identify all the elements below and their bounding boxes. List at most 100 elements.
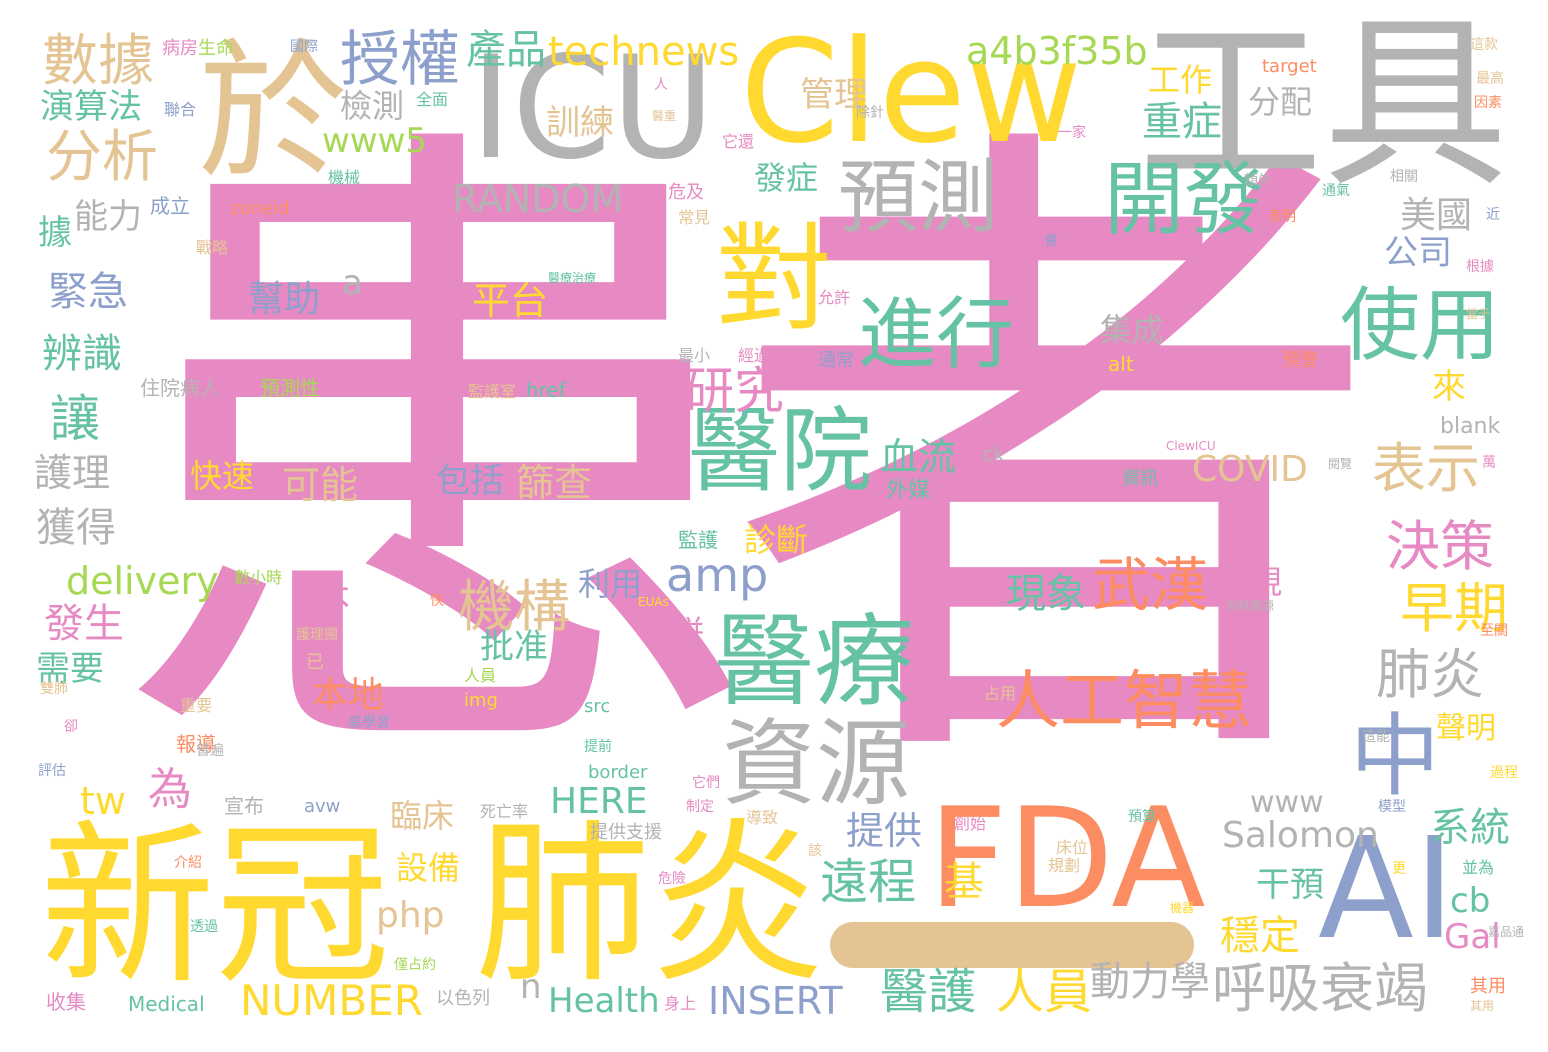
word-85: 利用 — [578, 565, 643, 603]
word-144: 最小 — [678, 346, 711, 365]
word-152: 占用 — [984, 684, 1017, 703]
word-157: 人員 — [464, 666, 497, 685]
word-160: 透過 — [190, 919, 218, 935]
word-27: RANDOM — [452, 177, 624, 221]
word-92: 不 — [316, 583, 350, 623]
word-64: delivery — [66, 559, 219, 603]
word-29: amp — [666, 548, 769, 602]
word-107: src — [584, 696, 611, 717]
word-19: 人工智慧 — [996, 665, 1252, 739]
word-75: 美國 — [1400, 195, 1473, 236]
word-5: 工具 — [1138, 0, 1508, 212]
word-11: 醫療 — [714, 603, 914, 720]
word-172: 模型 — [1378, 799, 1406, 815]
word-134: 住肺炎 — [310, 194, 359, 213]
word-94: 來 — [1432, 367, 1466, 407]
word-114: 預測性 — [260, 376, 320, 400]
word-79: 聲明 — [1436, 711, 1496, 746]
word-112: 以色列 — [436, 988, 490, 1009]
word-121: 資訊 — [1122, 468, 1158, 489]
word-154: 快 — [430, 593, 444, 609]
word-97: n — [520, 967, 542, 1007]
word-6: Clew — [740, 10, 1083, 175]
word-87: 設備 — [396, 849, 461, 887]
word-26: 產品 — [466, 27, 546, 73]
word-198: 這對 — [634, 377, 659, 391]
word-2: 新冠 — [40, 806, 390, 1009]
word-174: 萬 — [1482, 455, 1496, 471]
word-39: 動力學 — [1090, 959, 1210, 1005]
word-62: 護理 — [34, 451, 111, 495]
word-93: 據 — [38, 213, 72, 253]
word-179: 該 — [808, 843, 822, 859]
word-55: 檢測 — [340, 87, 405, 125]
word-51: 分配 — [1248, 83, 1313, 121]
word-88: php — [376, 895, 445, 936]
word-73: 篩查 — [516, 461, 593, 505]
word-99: 併 — [674, 615, 704, 650]
word-108: border — [588, 762, 648, 783]
word-119: 報導 — [176, 732, 216, 756]
word-197: 醫重 — [652, 109, 677, 123]
word-150: 規劃 — [1048, 856, 1081, 875]
word-8: 於 — [198, 26, 349, 200]
word-162: 危險 — [658, 871, 686, 887]
word-49: 重症 — [1142, 99, 1222, 145]
word-118: 病房 — [162, 38, 198, 59]
word-36: NUMBER — [240, 976, 423, 1025]
word-120: 收集 — [46, 990, 86, 1014]
word-72: 包括 — [436, 461, 504, 501]
word-187: 卻 — [64, 719, 78, 735]
word-164: 因素 — [1474, 95, 1502, 111]
word-66: 需要 — [36, 649, 104, 689]
word-129: 危及 — [668, 182, 704, 203]
word-155: 高學習 — [348, 715, 390, 731]
word-23: 分析 — [46, 125, 158, 190]
word-190: ClewICU — [1166, 439, 1216, 453]
word-95: cb — [1450, 881, 1491, 921]
word-15: 開發 — [1104, 153, 1264, 246]
word-135: 聯合 — [164, 100, 197, 119]
word-91: a — [342, 263, 363, 303]
word-177: 其用 — [1470, 999, 1495, 1013]
word-30: 決策 — [1386, 515, 1494, 578]
word-139: 它還 — [722, 132, 755, 151]
word-161: 介紹 — [174, 855, 202, 871]
word-109: avw — [304, 796, 341, 817]
word-185: 近 — [1486, 207, 1500, 223]
word-153: 數小時 — [234, 568, 283, 587]
word-186: 額外 — [1244, 173, 1272, 189]
word-60: 辨識 — [42, 331, 122, 377]
word-1: 患者 — [106, 75, 1386, 844]
word-167: 相關 — [1390, 169, 1418, 185]
word-145: 經過 — [738, 346, 771, 365]
word-170: 過程 — [1490, 765, 1518, 781]
word-110: Medical — [128, 992, 205, 1016]
word-104: target — [1262, 56, 1317, 77]
word-181: 它們 — [692, 775, 720, 791]
word-69: 集成 — [1100, 311, 1165, 349]
word-38: 人員 — [996, 964, 1093, 1020]
word-40: INSERT — [708, 979, 843, 1023]
word-140: 除針 — [856, 105, 884, 121]
word-180: 護理團 — [296, 627, 338, 643]
word-194: 嘉品通 — [1488, 925, 1525, 939]
word-131: 戰略 — [196, 238, 229, 257]
word-10: 對 — [716, 212, 832, 347]
word-127: 年 — [612, 376, 632, 400]
word-86: 臨床 — [390, 797, 455, 835]
word-169: 表明 — [1268, 209, 1296, 225]
word-21: 授權 — [340, 25, 460, 95]
word-17: 進行 — [858, 290, 1015, 380]
word-42: Salomon — [1222, 815, 1379, 856]
word-37: 醫護 — [880, 964, 977, 1020]
word-159: 評估 — [38, 763, 66, 779]
word-47: HERE — [550, 781, 648, 822]
word-175: 預算 — [1128, 809, 1156, 825]
decorative-bar-bottom — [830, 922, 1194, 968]
word-105: href — [526, 378, 566, 402]
word-123: 其用 — [1470, 976, 1506, 997]
word-103: alt — [1108, 352, 1134, 376]
word-183: 提前 — [584, 739, 612, 755]
